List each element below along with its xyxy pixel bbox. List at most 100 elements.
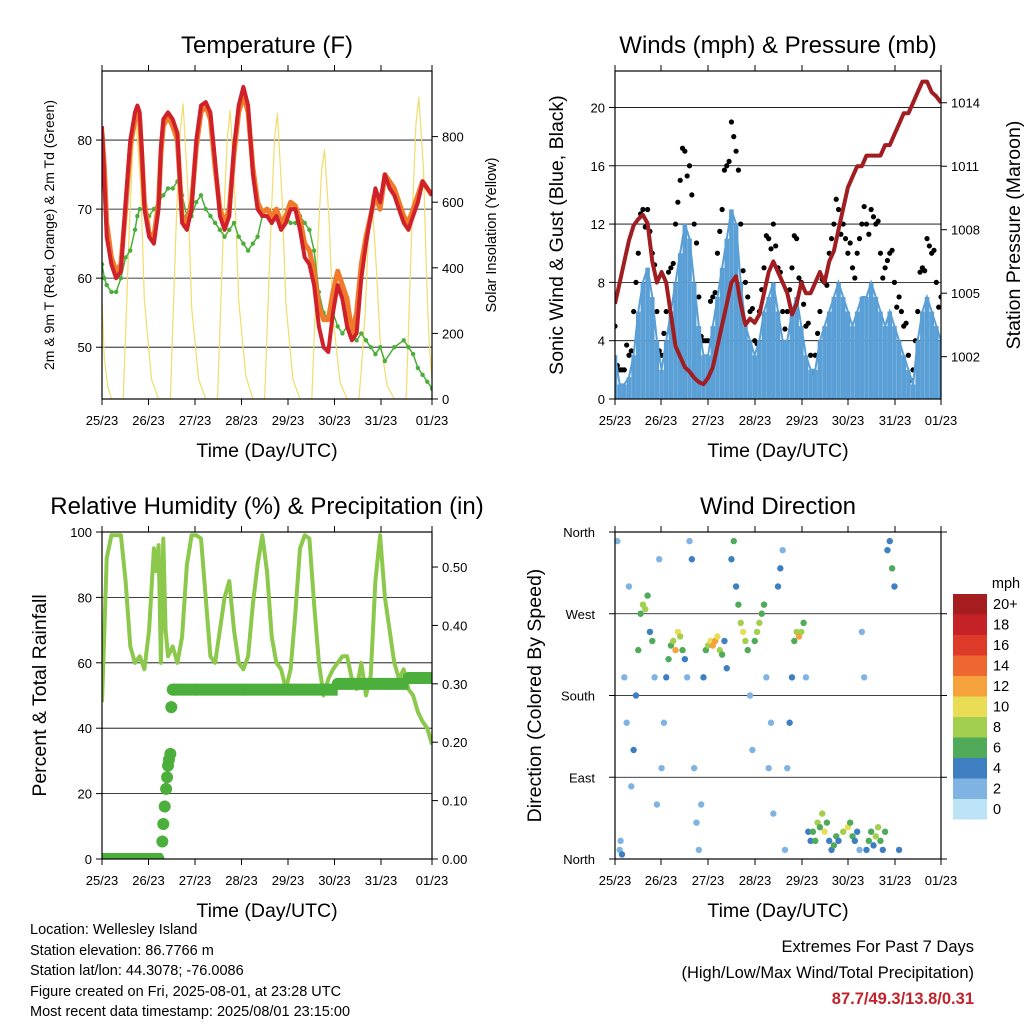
gust-point xyxy=(842,236,849,242)
direction-point xyxy=(658,764,665,772)
x-tick-label: 25/23 xyxy=(86,413,119,428)
gust-point xyxy=(631,308,637,315)
direction-point xyxy=(756,619,763,627)
direction-point xyxy=(723,665,730,672)
x-tick-label: 27/23 xyxy=(692,413,725,428)
solar-line xyxy=(102,96,432,399)
gust-point xyxy=(780,308,786,315)
direction-point xyxy=(791,637,798,645)
wind-bar xyxy=(738,282,744,399)
y-tick-label: 40 xyxy=(78,721,92,736)
wind-bar xyxy=(649,296,655,399)
direction-point xyxy=(851,837,859,845)
plot-area xyxy=(615,537,903,858)
wind-bar xyxy=(701,355,706,399)
gust-point xyxy=(859,221,865,227)
gust-point xyxy=(877,250,884,256)
legend-swatch xyxy=(953,614,987,635)
legend-swatch xyxy=(953,799,987,820)
wind-bar xyxy=(733,224,739,399)
gust-point xyxy=(870,214,877,220)
y-tick-label: 50 xyxy=(78,340,92,355)
plot-frame xyxy=(101,70,433,400)
legend-label: 18 xyxy=(993,618,1009,634)
direction-point xyxy=(867,828,875,835)
legend-swatch xyxy=(953,737,987,758)
legend-label: 4 xyxy=(993,761,1001,777)
direction-point xyxy=(672,646,679,654)
gust-point xyxy=(726,158,732,164)
gust-point xyxy=(633,279,639,285)
gust-point xyxy=(628,348,634,354)
wind-bar xyxy=(896,340,902,399)
gust-point xyxy=(684,173,690,179)
gust-point xyxy=(731,134,737,140)
y-tick-label: 12 xyxy=(591,217,605,232)
wind-bar xyxy=(915,340,921,399)
wind-bar xyxy=(803,355,809,399)
created-text: Figure created on Fri, 2025-08-01, at 23… xyxy=(30,983,342,1000)
y2-tick-label: 1005 xyxy=(951,286,980,301)
y2-tick-label: 0.40 xyxy=(442,618,467,633)
gust-point xyxy=(922,268,928,274)
gust-point xyxy=(768,246,774,252)
x-tick-label: 26/23 xyxy=(132,413,165,428)
legend-label: 16 xyxy=(993,638,1009,654)
pressure-line xyxy=(615,79,941,387)
direction-point xyxy=(735,601,742,608)
wind-bar xyxy=(729,209,734,399)
panel-1: Winds (mph) & Pressure (mb) Time (Day/UTC… xyxy=(546,32,1024,462)
gust-point xyxy=(654,308,660,315)
gust-point xyxy=(714,250,721,256)
gust-point xyxy=(677,177,683,183)
y-tick-label: North xyxy=(563,525,595,540)
chart-title: Temperature (F) xyxy=(181,32,353,59)
wind-bar xyxy=(771,282,776,399)
gust-point xyxy=(933,279,939,285)
legend-label: 14 xyxy=(993,659,1009,675)
wind-bar xyxy=(640,282,646,399)
wind-bar xyxy=(615,355,618,399)
direction-point xyxy=(663,674,670,681)
gust-point xyxy=(931,247,937,253)
x-tick-label: 28/23 xyxy=(225,873,258,888)
direction-point xyxy=(872,833,879,840)
direction-point xyxy=(884,546,891,554)
wind-bar xyxy=(845,311,851,399)
wind-bar xyxy=(882,326,888,399)
wind-bar xyxy=(878,311,883,399)
direction-point xyxy=(721,637,728,645)
direction-point xyxy=(802,674,810,681)
gust-point xyxy=(849,265,856,271)
direction-point xyxy=(618,851,626,858)
direction-point xyxy=(646,628,654,636)
direction-point xyxy=(807,837,814,845)
wind-bar xyxy=(789,311,795,399)
gust-point xyxy=(917,269,923,275)
gust-point xyxy=(898,308,905,315)
legend-swatch xyxy=(953,778,987,799)
gust-point xyxy=(868,206,874,213)
legend-label: 6 xyxy=(993,741,1001,757)
x-tick-label: 30/23 xyxy=(832,873,865,888)
gust-point xyxy=(624,342,630,348)
direction-point xyxy=(732,583,740,590)
extremes-title: Extremes For Past 7 Days xyxy=(781,938,974,956)
extremes-info: Extremes For Past 7 Days (High/Low/Max W… xyxy=(681,934,974,1012)
direction-point xyxy=(665,655,672,663)
wind-bar xyxy=(854,311,860,399)
gust-point xyxy=(936,304,941,310)
wind-bar xyxy=(934,326,939,399)
direction-point xyxy=(760,601,768,608)
gust-point xyxy=(770,221,776,227)
direction-point xyxy=(742,637,749,645)
wind-bar xyxy=(696,326,702,399)
direction-point xyxy=(774,583,782,590)
wind-bar xyxy=(747,340,753,399)
gust-point xyxy=(784,308,790,315)
gust-point xyxy=(689,192,695,198)
direction-point xyxy=(835,837,842,845)
direction-point xyxy=(821,828,828,835)
y-tick-label: East xyxy=(569,770,595,785)
gust-point xyxy=(833,196,839,202)
